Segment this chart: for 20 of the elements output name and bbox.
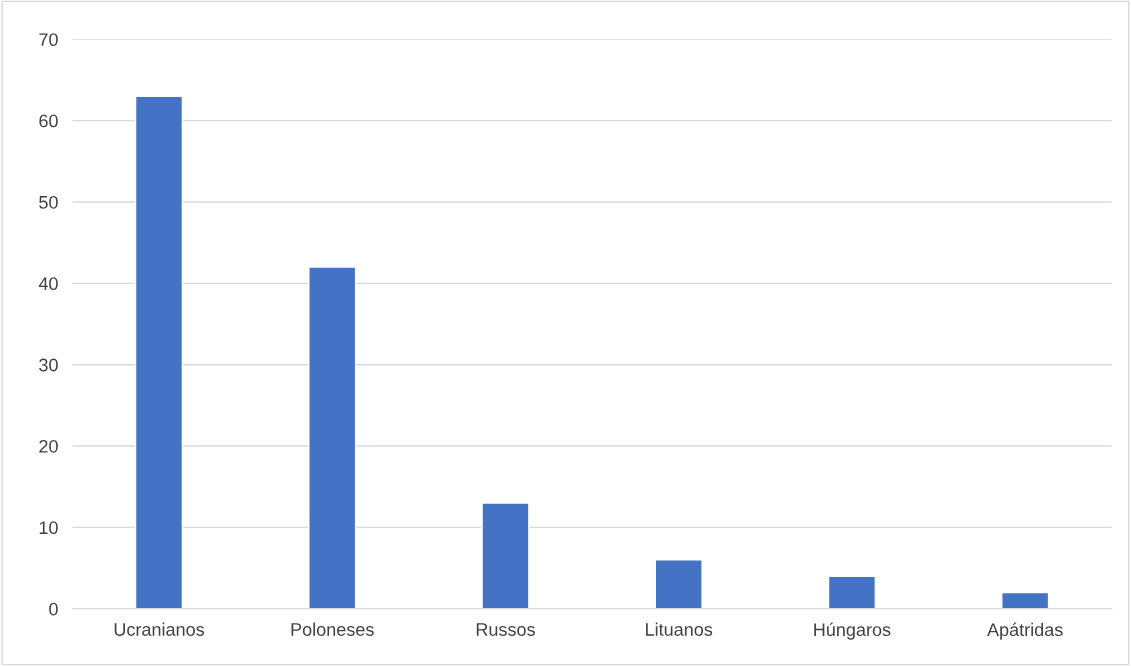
x-tick-label: Russos	[476, 623, 535, 636]
x-tick-label: Lituanos	[646, 622, 713, 636]
x-tick-label: Ucranianos	[114, 622, 205, 636]
x-tick-label: Poloneses	[291, 622, 374, 636]
bar	[481, 502, 530, 609]
bar	[654, 559, 703, 609]
bar	[827, 575, 877, 609]
x-tick-label: Húngaros	[814, 622, 891, 640]
y-tick-label: 60	[39, 114, 58, 128]
y-tick-label: 40	[38, 277, 58, 291]
y-tick-label: 20	[39, 439, 58, 453]
y-tick-label: 50	[39, 195, 58, 209]
bar	[134, 95, 184, 609]
y-tick-label: 30	[39, 358, 58, 372]
y-tick-label: 70	[39, 33, 58, 47]
x-tick-label: Apátridas	[987, 622, 1063, 640]
bar	[308, 266, 357, 609]
y-tick-label: 0	[49, 602, 58, 616]
y-tick-label: 10	[39, 521, 58, 535]
bar	[1001, 591, 1050, 609]
